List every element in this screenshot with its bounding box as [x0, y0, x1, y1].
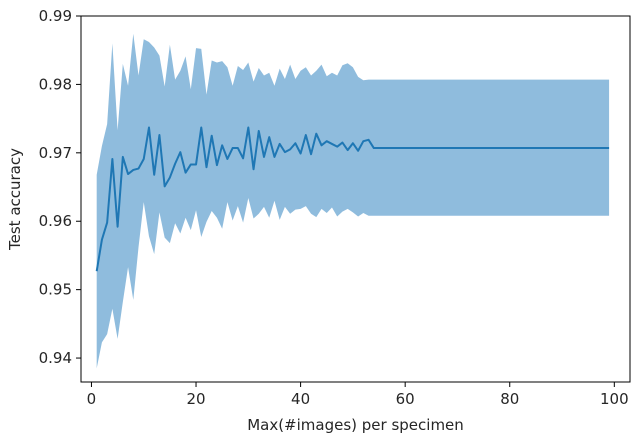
x-tick-label: 20	[186, 390, 205, 408]
y-tick-label: 0.97	[39, 144, 72, 162]
y-tick-label: 0.99	[39, 7, 72, 25]
mean-accuracy-line	[95, 126, 610, 272]
confidence-band	[96, 33, 610, 369]
x-tick-label: 60	[396, 390, 415, 408]
x-axis-ticks: 0 20 40 60 80 100	[87, 382, 629, 408]
y-tick-label: 0.98	[39, 75, 72, 93]
y-tick-label: 0.96	[39, 212, 72, 230]
y-axis-label: Test accuracy	[6, 148, 24, 251]
plot-area	[95, 33, 610, 369]
x-tick-label: 100	[600, 390, 629, 408]
y-tick-label: 0.95	[39, 281, 72, 299]
x-tick-label: 80	[500, 390, 519, 408]
y-tick-label: 0.94	[39, 349, 72, 367]
axes-frame	[80, 15, 631, 383]
y-axis-ticks: 0.94 0.95 0.96 0.97 0.98 0.99	[39, 7, 81, 367]
x-tick-label: 40	[291, 390, 310, 408]
x-axis-label: Max(#images) per specimen	[247, 416, 464, 434]
x-tick-label: 0	[87, 390, 97, 408]
